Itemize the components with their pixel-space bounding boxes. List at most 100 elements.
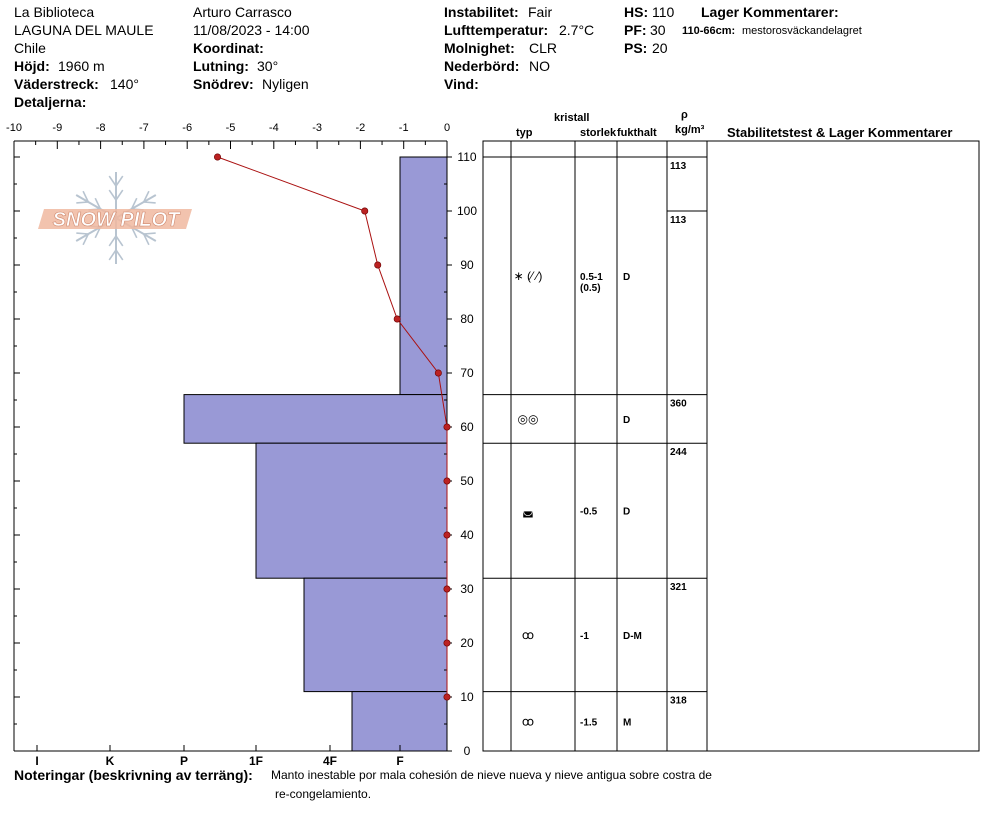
moisture-value: D xyxy=(623,415,630,426)
logo-flake-branch xyxy=(108,235,117,247)
region-name: LAGUNA DEL MAULE xyxy=(14,22,154,38)
ps-value: 20 xyxy=(652,40,668,56)
logo-flake-branch xyxy=(82,233,90,246)
slope-label: Lutning: xyxy=(193,58,249,74)
temperature-profile xyxy=(214,153,451,701)
logo-flake-branch xyxy=(108,249,117,261)
precip-label: Nederbörd: xyxy=(444,58,520,74)
density-value: 244 xyxy=(670,447,687,458)
height-tick-label: 60 xyxy=(460,420,474,434)
temp-tick-label: -8 xyxy=(96,122,106,134)
grain-size: -1.5 xyxy=(580,717,598,728)
logo-flake-branch xyxy=(108,175,117,187)
sky-value: CLR xyxy=(529,40,558,56)
height-tick-label: 40 xyxy=(460,528,474,542)
notes-line-1: Manto inestable por mala cohesión de nie… xyxy=(271,768,712,782)
moisture-value: D-M xyxy=(623,631,642,642)
hardness-tick-label: 1F xyxy=(249,754,263,768)
logo-flake-branch xyxy=(94,197,102,210)
drift-value: Nyligen xyxy=(262,76,309,92)
layer-table: ∗ (⁄ ⁄) 0.5-1(0.5) D 113 113 ◎◎ D 360 ◛ -0.5 D 244 ꝏ… xyxy=(482,140,980,752)
grain-size: -1 xyxy=(580,631,589,642)
hardness-tick-label: 4F xyxy=(323,754,337,768)
height-tick-label: 10 xyxy=(460,690,474,704)
aspect-value: 140° xyxy=(110,76,139,92)
grain-type-symbol: ꝏ xyxy=(522,628,534,642)
grain-size: 0.5-1 xyxy=(580,272,603,283)
temp-tick-label: -9 xyxy=(52,122,62,134)
stability-value: Fair xyxy=(528,4,553,20)
temp-tick-label: -5 xyxy=(226,122,236,134)
temp-point xyxy=(374,261,382,269)
notes-line-2: re-congelamiento. xyxy=(275,787,372,801)
logo-flake-branch xyxy=(130,197,138,210)
temp-tick-label: -3 xyxy=(312,122,322,134)
moisture-value: M xyxy=(623,717,631,728)
height-tick-label: 30 xyxy=(460,582,474,596)
temp-point xyxy=(443,639,451,647)
moisture-value: D xyxy=(623,507,630,518)
wind-label: Vind: xyxy=(444,76,479,92)
temp-point xyxy=(434,369,442,377)
drift-label: Snödrev: xyxy=(193,76,254,92)
hardness-tick-label: P xyxy=(180,754,188,768)
moisture-value: D xyxy=(623,272,630,283)
sky-label: Molnighet: xyxy=(444,40,515,56)
location-name: La Biblioteca xyxy=(14,4,95,20)
temp-point xyxy=(443,585,451,593)
temp-tick-label: -4 xyxy=(269,122,279,134)
grain-size: -0.5 xyxy=(580,507,598,518)
chart-axes: -10 -9 -8 -7 -6 -5 -4 -3 -2 -1 0010203040506070809… xyxy=(6,122,477,768)
density-value-secondary: 113 xyxy=(670,215,687,226)
temp-tick-label: -6 xyxy=(182,122,192,134)
elevation-value: 1960 m xyxy=(58,58,105,74)
height-tick-label: 90 xyxy=(460,258,474,272)
pf-label: PF: xyxy=(624,22,647,38)
logo-flake-branch xyxy=(142,190,150,203)
ps-label: PS: xyxy=(624,40,648,56)
rho-header: ρ xyxy=(681,109,688,121)
hardness-bar xyxy=(351,691,448,752)
density-unit-header: kg/m³ xyxy=(675,124,705,136)
hardness-tick-label: I xyxy=(35,754,38,768)
pf-value: 30 xyxy=(650,22,666,38)
layer-comment-range: 110-66cm: xyxy=(682,25,736,37)
type-header: typ xyxy=(516,127,533,139)
observer-name: Arturo Carrasco xyxy=(193,4,292,20)
height-tick-label: 110 xyxy=(457,150,476,164)
temp-point xyxy=(443,423,451,431)
logo-flake-branch xyxy=(108,189,117,201)
height-tick-label: 70 xyxy=(460,366,474,380)
country-name: Chile xyxy=(14,40,46,56)
hs-value: 110 xyxy=(652,4,675,20)
hardness-bars xyxy=(183,156,448,752)
grain-type-symbol: ∗ (⁄ ⁄) xyxy=(514,269,543,283)
height-tick-label: 100 xyxy=(457,204,477,218)
logo-flake-branch xyxy=(76,232,89,235)
density-value: 360 xyxy=(670,399,687,410)
logo-flake-branch xyxy=(115,235,124,247)
size-header: storlek xyxy=(580,127,617,139)
temp-point xyxy=(443,693,451,701)
hardness-tick-label: F xyxy=(396,754,403,768)
grain-size-secondary: (0.5) xyxy=(580,283,601,294)
logo-flake-branch xyxy=(115,189,124,201)
table-border xyxy=(482,140,980,752)
height-tick-label: 0 xyxy=(464,744,471,758)
logo-flake-branch xyxy=(115,175,124,187)
observation-datetime: 11/08/2023 - 14:00 xyxy=(193,22,310,38)
height-tick-label: 50 xyxy=(460,474,474,488)
grain-type-symbol: ◎◎ xyxy=(518,412,539,426)
logo-flake-branch xyxy=(143,232,156,235)
airtemp-value: 2.7°C xyxy=(559,22,595,38)
hardness-bar xyxy=(303,577,448,693)
height-tick-label: 80 xyxy=(460,312,474,326)
notes-label: Noteringar (beskrivning av terräng): xyxy=(14,767,253,783)
stability-label: Instabilitet: xyxy=(444,4,519,20)
density-value: 321 xyxy=(670,582,687,593)
elevation-label: Höjd: xyxy=(14,58,50,74)
temp-tick-label: -2 xyxy=(356,122,366,134)
height-tick-label: 20 xyxy=(460,636,474,650)
temp-tick-label: -1 xyxy=(399,122,409,134)
